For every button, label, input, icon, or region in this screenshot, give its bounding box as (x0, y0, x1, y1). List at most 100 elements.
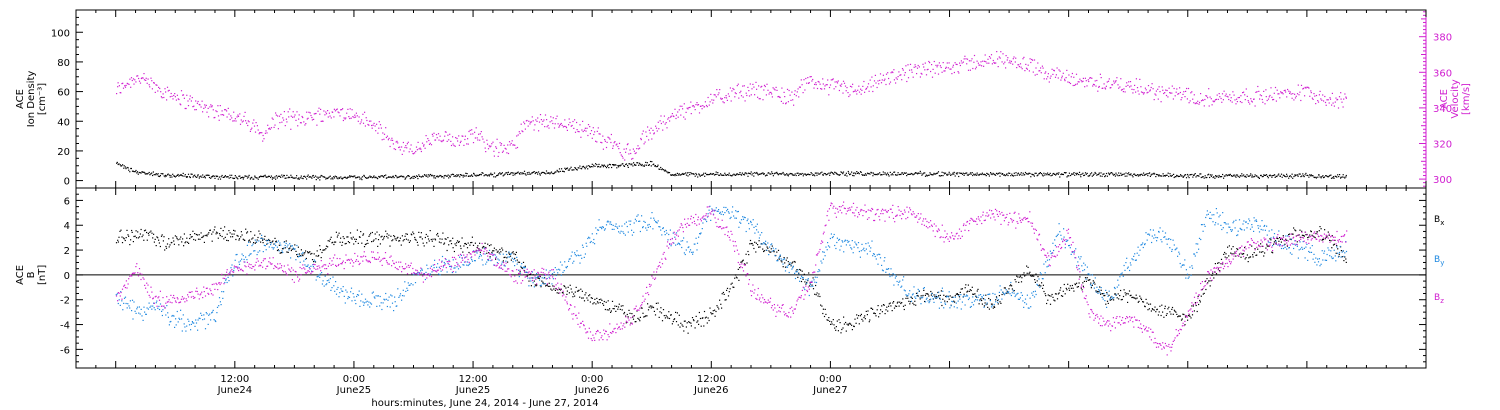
data-point (516, 146, 519, 149)
data-point (1120, 174, 1122, 176)
data-point (501, 151, 504, 153)
data-point (580, 288, 582, 290)
data-point (272, 248, 274, 250)
data-point (354, 177, 357, 179)
data-point (919, 170, 921, 172)
data-point (958, 294, 960, 296)
data-point (568, 292, 570, 294)
data-point (1111, 84, 1114, 86)
data-point (221, 110, 223, 112)
data-point (182, 172, 184, 174)
data-point (427, 268, 429, 270)
data-point (1153, 309, 1155, 311)
data-point (285, 177, 287, 179)
data-point (1130, 173, 1132, 175)
data-point (550, 171, 553, 173)
data-point (1007, 174, 1009, 177)
data-point (1031, 275, 1034, 277)
data-point (471, 236, 473, 238)
data-point (1061, 77, 1063, 79)
data-point (642, 227, 644, 229)
data-point (416, 241, 418, 243)
data-point (952, 172, 954, 174)
data-point (668, 311, 670, 313)
data-point (422, 176, 424, 178)
data-point (546, 126, 548, 128)
data-point (648, 139, 650, 141)
data-point (226, 233, 228, 235)
data-point (623, 165, 626, 167)
data-point (620, 230, 622, 232)
data-point (176, 310, 178, 313)
data-point (138, 80, 141, 82)
data-point (297, 255, 299, 258)
data-point (646, 162, 648, 164)
data-point (950, 68, 952, 70)
data-point (372, 291, 374, 293)
data-point (287, 244, 289, 246)
data-point (195, 233, 197, 236)
data-point (339, 292, 341, 294)
data-point (431, 133, 433, 135)
data-point (508, 173, 510, 175)
data-point (396, 305, 398, 307)
data-point (321, 272, 323, 274)
data-point (340, 288, 342, 290)
data-point (816, 87, 819, 90)
data-point (653, 219, 656, 221)
data-point (920, 72, 922, 74)
data-point (1142, 301, 1145, 303)
data-point (793, 260, 795, 263)
data-point (926, 69, 928, 71)
data-point (563, 270, 565, 272)
data-point (129, 78, 131, 80)
data-point (750, 94, 752, 96)
data-point (151, 172, 153, 174)
data-point (636, 215, 638, 217)
data-point (201, 176, 203, 178)
data-point (928, 174, 930, 176)
data-point (455, 137, 457, 139)
data-point (1336, 245, 1338, 247)
data-point (371, 177, 373, 179)
data-point (599, 226, 601, 228)
data-point (814, 293, 816, 295)
data-point (780, 173, 782, 175)
data-point (146, 82, 148, 84)
data-point (929, 62, 931, 64)
data-point (614, 164, 616, 166)
data-point (867, 83, 870, 85)
data-point (537, 117, 539, 119)
data-point (1314, 236, 1316, 239)
data-point (1184, 174, 1186, 176)
data-point (1301, 230, 1303, 232)
data-point (997, 172, 999, 174)
data-point (1029, 58, 1031, 60)
data-point (332, 276, 334, 278)
data-point (1109, 299, 1111, 301)
data-point (905, 297, 907, 299)
data-point (1235, 103, 1237, 105)
data-point (1028, 172, 1030, 174)
data-point (272, 240, 274, 242)
data-point (563, 285, 565, 287)
data-point (478, 174, 481, 176)
data-point (930, 174, 933, 176)
data-point (1047, 294, 1049, 296)
data-point (734, 96, 736, 98)
data-point (1131, 174, 1133, 177)
data-point (899, 74, 901, 76)
data-point (411, 234, 413, 236)
data-point (284, 125, 286, 127)
data-point (1020, 172, 1022, 174)
data-point (418, 272, 420, 274)
data-point (1233, 94, 1235, 96)
data-point (1030, 176, 1032, 178)
data-point (641, 215, 643, 217)
data-point (528, 171, 530, 173)
data-point (547, 285, 549, 287)
data-point (201, 236, 203, 239)
data-point (152, 171, 154, 173)
data-point (934, 173, 936, 175)
data-point (165, 314, 167, 316)
